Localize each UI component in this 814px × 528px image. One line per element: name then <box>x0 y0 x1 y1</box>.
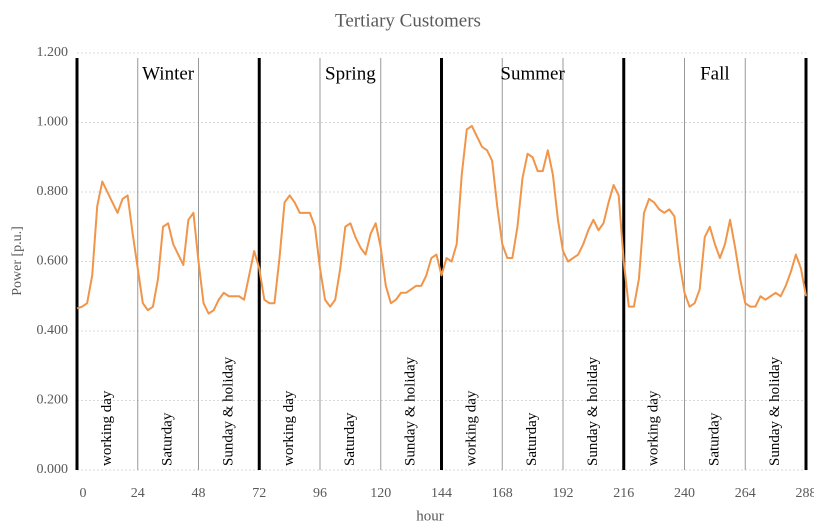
y-tick-label: 1.200 <box>37 45 69 60</box>
line <box>76 124 807 315</box>
x-tick-label: 24 <box>131 486 145 501</box>
day-type-label: Sunday & holiday <box>585 356 601 466</box>
x-tick-label: 72 <box>252 486 266 501</box>
day-type-label: working day <box>463 390 479 466</box>
x-axis-label: hour <box>416 508 444 524</box>
day-type-label: working day <box>99 390 115 466</box>
x-tick-label: 0 <box>80 486 87 501</box>
y-tick-label: 0.800 <box>37 184 69 199</box>
x-tick-label: 216 <box>613 486 634 501</box>
x-tick-label: 240 <box>674 486 695 501</box>
y-tick-label: 0.000 <box>37 462 69 477</box>
x-tick-label: 288 <box>796 486 814 501</box>
x-tick-label: 192 <box>553 486 574 501</box>
day-type-label: Saturday <box>160 412 176 466</box>
x-tick-label: 96 <box>313 486 327 501</box>
day-type-label: Sunday & holiday <box>403 356 419 466</box>
y-tick-label: 0.200 <box>37 393 69 408</box>
day-type-label: Sunday & holiday <box>767 356 783 466</box>
day-type-label: Sunday & holiday <box>220 356 236 466</box>
season-label: Summer <box>500 63 565 84</box>
season-label: Spring <box>325 63 376 84</box>
season-label: Fall <box>700 63 730 84</box>
season-label: Winter <box>142 63 195 84</box>
day-type-label: Saturday <box>524 412 540 466</box>
x-tick-label: 264 <box>735 486 756 501</box>
chart-title: Tertiary Customers <box>335 10 481 31</box>
y-tick-label: 1.000 <box>37 115 69 130</box>
y-axis-label: Power [p.u.] <box>10 226 25 296</box>
x-tick-label: 168 <box>492 486 513 501</box>
x-tick-label: 48 <box>192 486 206 501</box>
day-type-label: working day <box>646 390 662 466</box>
day-type-label: working day <box>281 390 297 466</box>
day-type-label: Saturday <box>342 412 358 466</box>
day-type-label: Saturday <box>706 412 722 466</box>
x-tick-label: 120 <box>370 486 391 501</box>
y-tick-label: 0.400 <box>37 323 69 338</box>
y-tick-label: 0.600 <box>37 254 69 269</box>
x-tick-label: 144 <box>431 486 452 501</box>
